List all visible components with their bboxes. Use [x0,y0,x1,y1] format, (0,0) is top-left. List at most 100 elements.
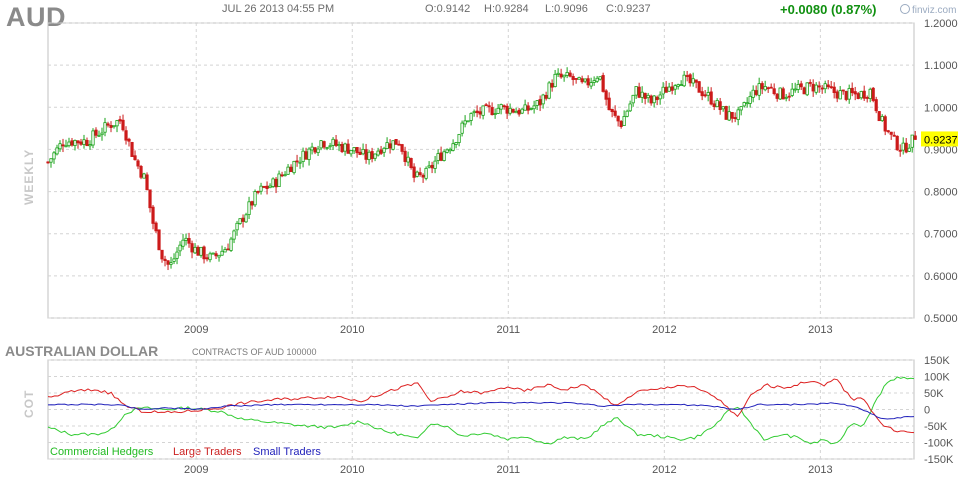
candle-body [880,116,884,122]
candle-body [445,149,449,153]
candle-body [262,186,266,188]
candle-body [592,80,596,83]
close-price: C:0.9237 [606,3,651,15]
price-y-tick: 0.5000 [924,313,958,325]
candle-body [100,132,104,136]
candle-body [298,161,302,164]
candle-body [820,87,824,90]
candle-body [556,72,560,75]
candle-body [340,144,344,153]
candle-body [463,120,467,125]
candle-body [520,108,524,114]
candle-body [535,100,539,106]
candle-body [823,83,827,90]
candle-body [646,94,650,99]
candle-body [847,88,851,100]
candle-body [769,86,773,89]
candle-body [586,78,590,86]
candle-body [589,82,593,87]
candle-body [157,229,161,251]
candle-body [508,107,512,114]
candle-body [124,130,128,141]
cot-x-axis: 2009 2010 2011 2012 2013 [184,464,833,476]
price-y-tick: 1.2000 [924,18,958,30]
candle-body [799,83,803,88]
candle-body [703,94,707,97]
candle-body [898,149,902,152]
cot-contract-size: CONTRACTS OF AUD 100000 [192,347,317,357]
candle-body [802,87,806,95]
candle-body [841,89,845,92]
candle-body [724,106,728,120]
candle-body [409,158,413,168]
candle-body [739,106,743,111]
candle-body [346,143,350,154]
candle-body [184,237,188,241]
price-x-tick: 2009 [184,324,208,336]
price-change: +0.0080 (0.87%) [780,2,877,17]
candle-body [289,166,293,173]
candle-body [499,104,503,110]
candle-body [151,206,155,224]
candle-body [259,185,263,192]
candle-body [205,257,209,260]
cot-x-tick: 2010 [340,464,364,476]
candle-body [808,82,812,84]
candle-body [502,105,506,108]
commercial-hedgers-line [47,376,915,445]
price-x-axis: 2009 2010 2011 2012 2013 [184,324,833,336]
candle-body [292,160,296,174]
candle-body [253,191,257,206]
candle-body [379,149,383,154]
candle-body [652,95,656,104]
candle-body [511,108,515,113]
candle-body [130,142,134,157]
price-y-axis: 1.2000 1.1000 1.0000 0.9000 0.8000 0.7000 0.60… [924,18,958,325]
candle-body [58,143,62,150]
candle-body [241,217,245,222]
legend-commercial-hedgers: Commercial Hedgers [50,446,154,458]
cot-grid [47,359,915,460]
candle-body [472,111,476,114]
candle-body [133,155,137,161]
candle-body [736,109,740,120]
candle-body [175,251,179,259]
brand-watermark[interactable]: finviz.com [900,4,956,16]
price-y-tick: 0.6000 [924,271,958,283]
candle-body [196,246,200,256]
candle-body [613,110,617,116]
candle-body [784,96,788,99]
candle-body [49,158,53,163]
candle-body [490,107,494,116]
brand-logo-icon [900,4,910,14]
candle-body [178,244,182,252]
candle-body [415,171,419,177]
candle-body [223,249,227,253]
candle-body [142,173,146,179]
candle-body [277,173,281,187]
candle-body [202,246,206,260]
candle-body [619,120,623,128]
candle-body [478,111,482,115]
candle-body [505,105,509,114]
candle-body [424,167,428,179]
candle-body [751,89,755,98]
candle-body [484,104,488,107]
candle-body [571,76,575,80]
candle-body [871,87,875,101]
candle-body [658,94,662,100]
candle-body [796,84,800,90]
candle-body [337,144,341,147]
candle-body [727,111,731,121]
candle-body [388,143,392,149]
low-price: L:0.9096 [545,3,588,15]
cot-x-tick: 2011 [496,464,520,476]
candle-body [883,116,887,132]
candle-body [862,90,866,99]
candle-body [145,174,149,191]
candle-body [670,86,674,91]
candle-body [766,87,770,90]
candle-body [868,88,872,99]
candle-body [709,91,713,105]
candle-body [700,91,704,97]
